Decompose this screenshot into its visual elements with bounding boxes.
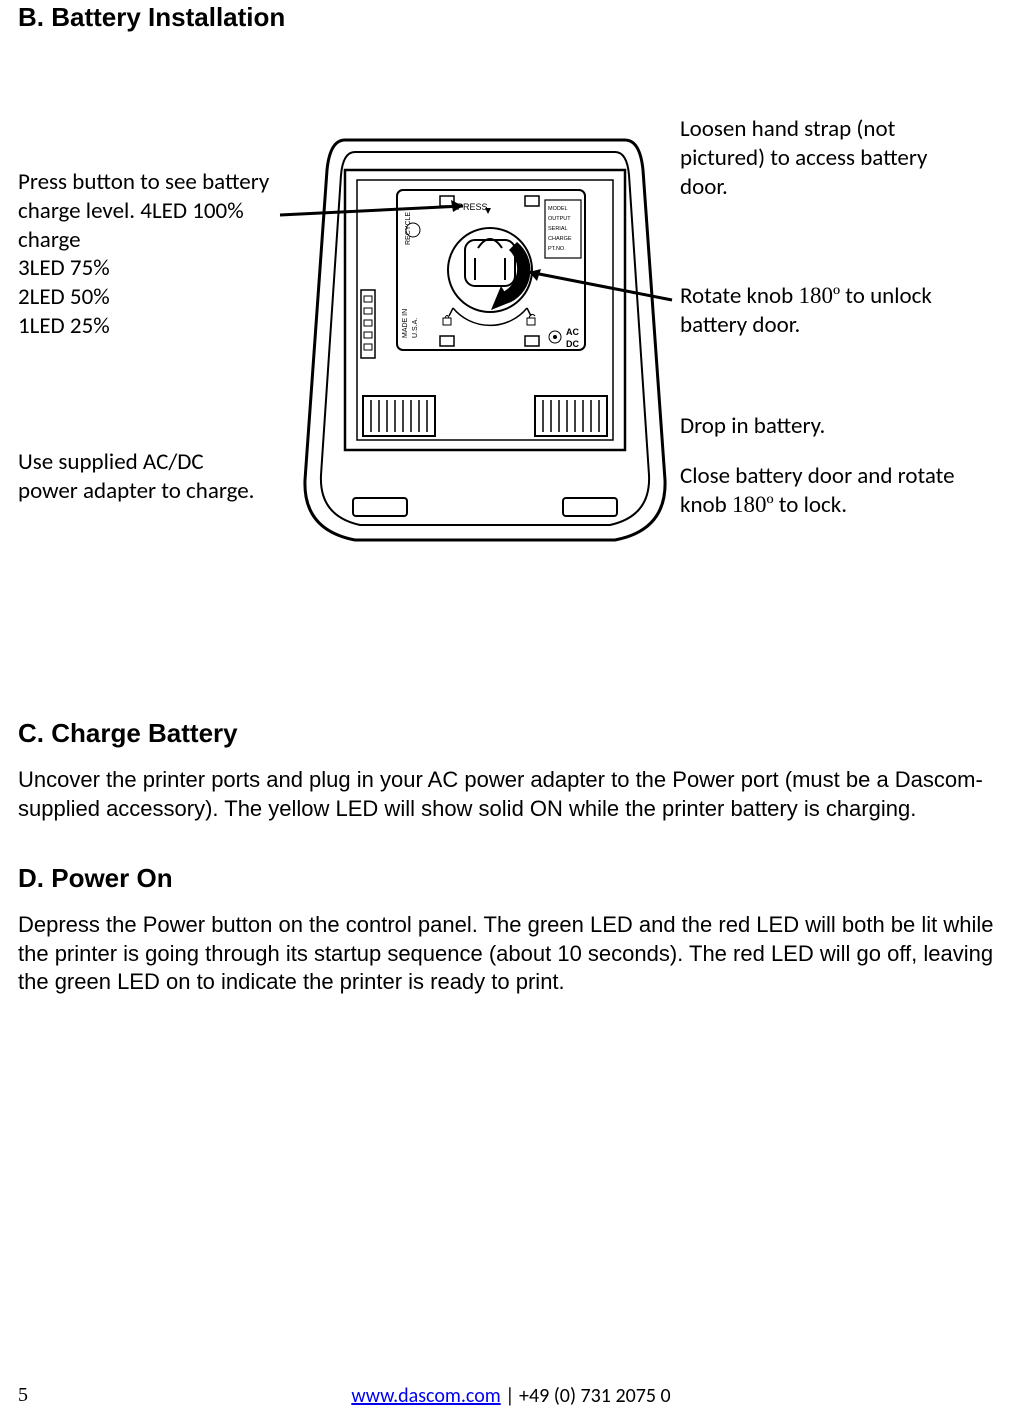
page-number: 5 bbox=[18, 1384, 28, 1407]
footer-link[interactable]: www.dascom.com bbox=[351, 1384, 500, 1408]
made-label: MADE IN bbox=[402, 309, 409, 338]
connector-right bbox=[535, 396, 607, 436]
block-line: OUTPUT bbox=[548, 216, 571, 222]
section-d-body: Depress the Power button on the control … bbox=[18, 897, 1004, 997]
footer-sep: | bbox=[501, 1384, 519, 1408]
section-c-body: Uncover the printer ports and plug in yo… bbox=[18, 752, 998, 823]
block-line: PT.NO. bbox=[548, 246, 566, 252]
section-b-heading: B. Battery Installation bbox=[18, 2, 285, 33]
footer-phone: +49 (0) 731 2075 0 bbox=[519, 1384, 671, 1408]
device-diagram: PRESS RECYCLE MODEL OUTPUT SERIAL CHARGE… bbox=[185, 100, 885, 600]
page: B. Battery Installation Press button to … bbox=[0, 0, 1022, 1420]
section-d-heading: D. Power On bbox=[18, 863, 173, 894]
page-footer: 5 www.dascom.com | +49 (0) 731 2075 0 bbox=[0, 1384, 1022, 1408]
dc-label: DC bbox=[566, 339, 579, 349]
ac-label: AC bbox=[566, 327, 579, 337]
made-label2: U.S.A. bbox=[412, 318, 419, 338]
section-c-heading: C. Charge Battery bbox=[18, 718, 238, 749]
block-line: MODEL bbox=[548, 206, 568, 212]
block-line: CHARGE bbox=[548, 236, 572, 242]
connector-left bbox=[363, 396, 435, 436]
block-line: SERIAL bbox=[548, 226, 568, 232]
